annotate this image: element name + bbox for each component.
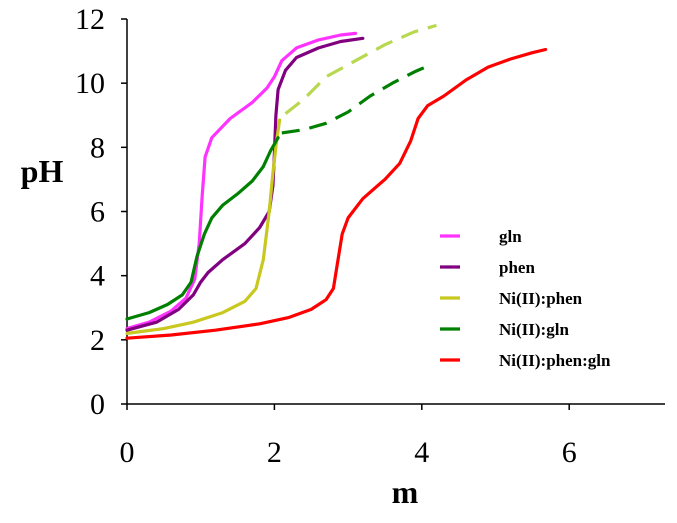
x-tick-label: 6 [562,436,577,469]
y-axis-title: pH [21,153,64,189]
x-tick-label: 4 [414,436,429,469]
y-tick-label: 12 [75,3,105,36]
legend-label: gln [499,227,522,246]
x-tick-label: 2 [267,436,282,469]
y-tick-label: 2 [90,324,105,357]
y-tick-label: 0 [90,388,105,421]
y-tick-label: 8 [90,131,105,164]
x-axis-title: m [392,474,419,510]
axes: 0 2 4 6 8 10 12 0 2 4 6 [75,3,665,469]
y-tick-label: 6 [90,196,105,229]
y-tick-label: 10 [75,67,105,100]
legend-label: phen [499,258,535,277]
legend-label: Ni(II):phen [499,289,583,308]
series-line-ni-ii-gln [125,136,280,321]
series-line-ni-ii-gln [281,62,434,135]
x-tick-label: 0 [120,436,135,469]
legend-label: Ni(II):gln [499,320,569,339]
legend-label: Ni(II):phen:gln [499,351,611,370]
series-line-gln [125,31,358,331]
series-line-ni-ii-phen [125,118,282,335]
series-line-phen [125,36,365,332]
series-line-ni-ii-phen-gln [125,47,548,340]
legend: gln phen Ni(II):phen Ni(II):gln Ni(II):phen:… [440,227,611,370]
series-line-ni-ii-phen [284,23,437,115]
series-lines [125,23,548,340]
y-tick-label: 4 [90,260,105,293]
